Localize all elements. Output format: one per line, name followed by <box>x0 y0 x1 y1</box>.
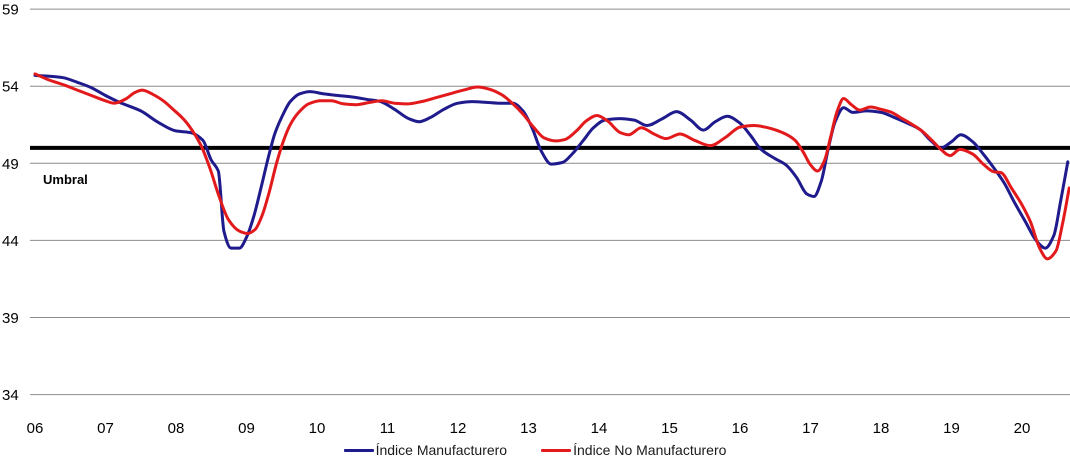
x-tick-label: 08 <box>168 420 185 437</box>
threshold-label: Umbral <box>43 172 88 187</box>
legend-item-no-manufacturero: Índice No Manufacturero <box>541 442 726 458</box>
x-tick-label: 19 <box>943 420 960 437</box>
x-tick-label: 11 <box>380 420 396 437</box>
x-tick-label: 15 <box>661 420 678 437</box>
x-tick-label: 12 <box>450 420 467 437</box>
x-tick-label: 07 <box>97 420 114 437</box>
x-tick-label: 14 <box>591 420 608 437</box>
x-tick-label: 20 <box>1014 420 1031 437</box>
y-tick-label: 49 <box>2 156 19 173</box>
x-tick-label: 13 <box>520 420 537 437</box>
x-tick-label: 16 <box>732 420 749 437</box>
x-tick-label: 10 <box>309 420 326 437</box>
x-tick-label: 09 <box>238 420 255 437</box>
y-tick-label: 54 <box>2 79 19 96</box>
x-tick-label: 17 <box>802 420 819 437</box>
y-tick-label: 39 <box>2 310 19 327</box>
legend-line-swatch-manufacturero <box>343 448 374 452</box>
y-tick-label: 34 <box>2 387 19 404</box>
x-tick-label: 06 <box>27 420 44 437</box>
legend-label-manufacturero: Índice Manufacturero <box>375 442 508 458</box>
plot-area: 34 39 44 49 54 59 Umbral 06 07 08 09 10 11 12 13 14 15 16… <box>2 2 1070 437</box>
legend-item-manufacturero: Índice Manufacturero <box>343 442 508 458</box>
y-tick-label: 59 <box>2 2 19 19</box>
series-line-manufacturero <box>33 73 1070 250</box>
series-line-no-manufacturero <box>33 72 1070 261</box>
y-tick-label: 44 <box>2 233 19 250</box>
x-tick-label: 18 <box>873 420 890 437</box>
legend-label-no-manufacturero: Índice No Manufacturero <box>573 442 727 458</box>
legend-line-swatch-no-manufacturero <box>541 448 572 452</box>
chart-legend: Índice Manufacturero Índice No Manufactu… <box>0 442 1070 458</box>
